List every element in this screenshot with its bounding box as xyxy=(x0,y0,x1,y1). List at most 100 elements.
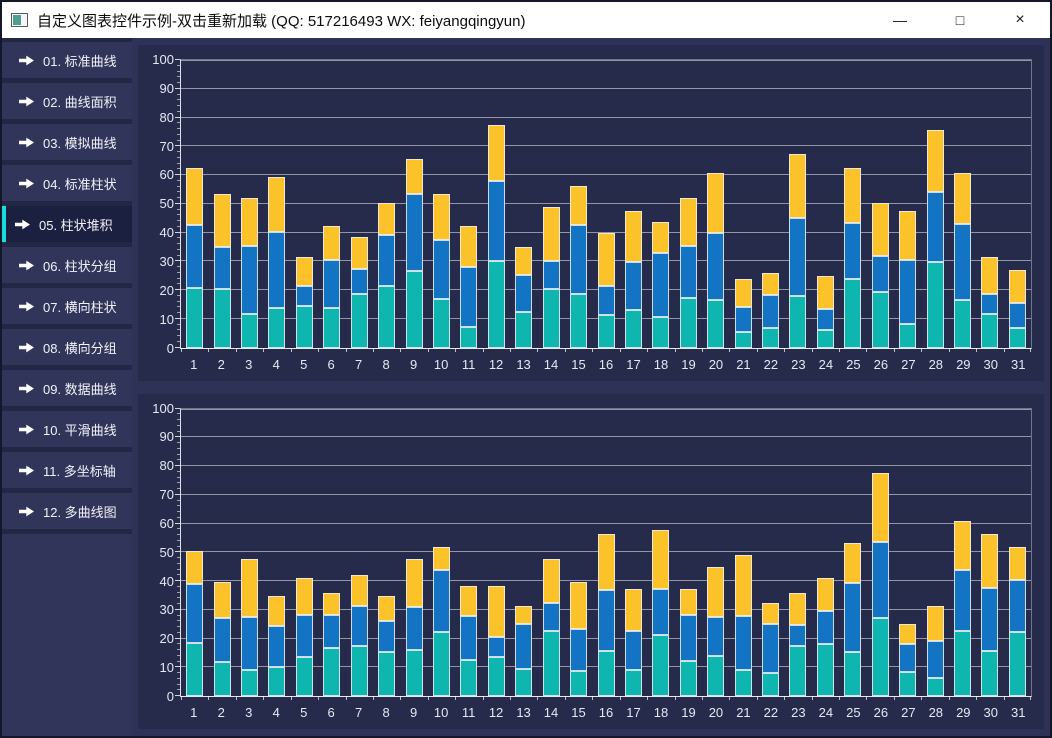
sidebar-item-05[interactable]: 05. 柱状堆积 xyxy=(2,206,132,242)
x-axis-tick xyxy=(701,347,703,352)
bar-stack-28 xyxy=(926,97,944,348)
y-minor-tick xyxy=(177,574,180,576)
y-minor-tick xyxy=(177,300,180,302)
bar-slot-16 xyxy=(592,409,619,696)
y-minor-tick xyxy=(177,626,180,627)
y-axis-label: 50 xyxy=(159,544,174,560)
y-minor-tick xyxy=(177,191,180,193)
x-axis-label: 4 xyxy=(272,705,280,720)
sidebar-item-01[interactable]: 01. 标准曲线 xyxy=(2,42,132,78)
bar-slot-15 xyxy=(565,409,592,696)
bar-slot-11 xyxy=(455,409,482,696)
bar-segment-bottom-segment xyxy=(624,309,642,348)
bar-segment-middle-segment xyxy=(762,623,780,674)
x-axis-tick xyxy=(208,696,210,700)
y-major-tick xyxy=(175,346,180,348)
bar-segment-middle-segment xyxy=(871,255,889,293)
x-axis-label: 24 xyxy=(818,705,834,720)
bar-stack-3 xyxy=(241,141,259,348)
x-axis-tick xyxy=(482,696,484,700)
y-major-tick xyxy=(175,436,180,438)
sidebar-item-07[interactable]: 07. 横向柱状 xyxy=(2,288,132,324)
x-axis-tick xyxy=(537,347,539,352)
sidebar-item-06[interactable]: 06. 柱状分组 xyxy=(2,247,132,283)
x-axis-tick xyxy=(811,696,813,700)
bar-stack-15 xyxy=(570,132,588,348)
x-axis-label: 9 xyxy=(410,356,418,372)
sidebar-item-12[interactable]: 12. 多曲线图 xyxy=(2,493,132,529)
gridline-60 xyxy=(181,522,1031,524)
bar-stack-31 xyxy=(1008,198,1026,348)
y-axis-label: 50 xyxy=(159,196,174,212)
plot-area xyxy=(175,407,1032,700)
maximize-button[interactable]: □ xyxy=(930,2,990,38)
close-button[interactable]: × xyxy=(990,2,1050,38)
y-minor-tick xyxy=(177,545,180,547)
bar-slot-30 xyxy=(976,60,1003,348)
x-axis-tick xyxy=(948,347,950,352)
sidebar-item-09[interactable]: 09. 数据曲线 xyxy=(2,370,132,406)
bar-segment-middle-segment xyxy=(926,192,944,263)
bar-stack-15 xyxy=(570,515,588,696)
bar-segment-bottom-segment xyxy=(460,326,478,348)
y-axis-label: 90 xyxy=(159,80,174,96)
x-axis-label: 4 xyxy=(272,356,280,372)
bar-slot-25 xyxy=(839,60,866,348)
bar-stack-6 xyxy=(323,524,341,696)
x-axis-tick xyxy=(701,696,703,700)
y-minor-tick xyxy=(177,254,180,256)
bar-slot-20 xyxy=(702,60,729,348)
bar-segment-bottom-segment xyxy=(679,660,697,696)
bar-segment-bottom-segment xyxy=(487,261,505,348)
x-axis-label: 21 xyxy=(736,705,751,720)
x-axis-label: 1 xyxy=(190,705,198,720)
bar-segment-top-segment xyxy=(816,275,834,309)
bar-segment-top-segment xyxy=(268,595,286,627)
bar-segment-top-segment xyxy=(350,574,368,607)
x-axis-label: 16 xyxy=(598,705,614,720)
y-minor-tick xyxy=(177,133,180,135)
x-axis-tick xyxy=(318,696,320,700)
bar-segment-top-segment xyxy=(981,534,999,589)
sidebar-item-08[interactable]: 08. 横向分组 xyxy=(2,329,132,365)
bar-slot-23 xyxy=(784,60,811,348)
x-axis-tick xyxy=(510,696,512,700)
y-major-tick xyxy=(175,317,180,319)
y-minor-tick xyxy=(177,516,180,518)
minimize-button[interactable]: — xyxy=(870,2,930,38)
arrow-right-icon xyxy=(19,96,34,106)
sidebar-item-03[interactable]: 03. 模拟曲线 xyxy=(2,124,132,160)
bar-slot-7 xyxy=(346,60,373,348)
bar-slot-28 xyxy=(921,60,948,348)
bar-stack-16 xyxy=(597,480,615,696)
sidebar-item-02[interactable]: 02. 曲线面积 xyxy=(2,83,132,119)
x-axis-label: 27 xyxy=(901,705,916,720)
bar-segment-middle-segment xyxy=(350,269,368,295)
sidebar-item-04[interactable]: 04. 标准柱状 xyxy=(2,165,132,201)
sidebar-item-11[interactable]: 11. 多坐标轴 xyxy=(2,452,132,488)
bar-segment-bottom-segment xyxy=(954,300,972,348)
bar-segment-middle-segment xyxy=(926,641,944,679)
bar-slot-9 xyxy=(400,409,427,696)
y-axis-label: 30 xyxy=(159,602,174,618)
arrow-right-icon xyxy=(19,178,34,188)
bar-segment-middle-segment xyxy=(954,570,972,631)
bar-segment-bottom-segment xyxy=(186,642,204,696)
bar-slot-4 xyxy=(263,409,290,696)
bar-segment-top-segment xyxy=(707,172,725,234)
bar-stack-2 xyxy=(213,138,231,348)
bar-slot-12 xyxy=(483,409,510,696)
gridline-50 xyxy=(181,202,1031,204)
bar-segment-middle-segment xyxy=(378,621,396,652)
x-axis-label: 3 xyxy=(245,705,253,720)
bar-segment-bottom-segment xyxy=(1008,631,1026,696)
bar-slot-29 xyxy=(949,60,976,348)
bar-segment-middle-segment xyxy=(268,232,286,308)
x-axis-tick xyxy=(235,696,237,700)
sidebar-item-10[interactable]: 10. 平滑曲线 xyxy=(2,411,132,447)
bar-segment-middle-segment xyxy=(679,246,697,298)
bar-segment-bottom-segment xyxy=(295,305,313,348)
bar-segment-bottom-segment xyxy=(652,317,670,348)
y-minor-tick xyxy=(177,488,180,489)
bar-segment-bottom-segment xyxy=(762,328,780,348)
